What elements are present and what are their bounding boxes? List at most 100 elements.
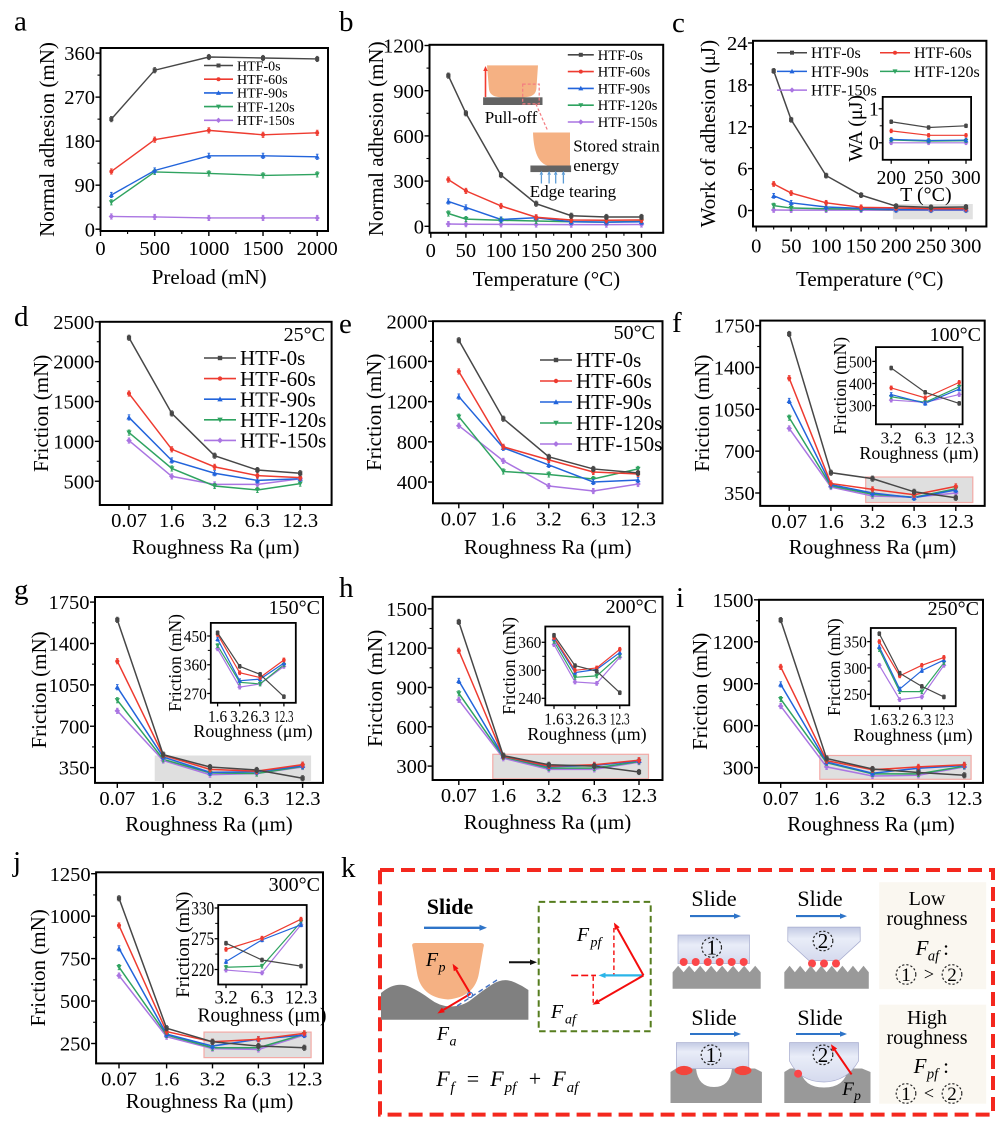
- svg-text:2: 2: [947, 965, 957, 986]
- svg-text:F: F: [425, 949, 439, 971]
- svg-text:300: 300: [723, 758, 754, 780]
- svg-text:900: 900: [393, 81, 424, 103]
- svg-text:roughness: roughness: [886, 1027, 967, 1049]
- svg-text:f: f: [672, 307, 682, 339]
- svg-text:Roughness (μm): Roughness (μm): [853, 725, 972, 746]
- svg-text:350: 350: [59, 758, 90, 780]
- svg-text:Friction (mN): Friction (mN): [26, 909, 50, 1026]
- svg-text:Friction (mN): Friction (mN): [29, 355, 53, 472]
- svg-text:600: 600: [723, 716, 754, 738]
- svg-text:12.3: 12.3: [285, 788, 321, 810]
- svg-text:Roughness (μm): Roughness (μm): [527, 724, 646, 745]
- svg-text:220: 220: [191, 961, 214, 981]
- svg-text:3.2: 3.2: [197, 788, 223, 810]
- svg-text:150: 150: [846, 236, 877, 258]
- svg-text:f: f: [450, 1080, 456, 1096]
- svg-text:g: g: [14, 574, 29, 606]
- svg-text:af: af: [565, 1013, 578, 1028]
- svg-text:270: 270: [64, 87, 95, 109]
- svg-text:6.3: 6.3: [915, 428, 936, 447]
- svg-text:e: e: [339, 308, 352, 340]
- svg-text:HTF-90s: HTF-90s: [240, 387, 316, 411]
- svg-text:HTF-150s: HTF-150s: [576, 432, 662, 456]
- svg-text:af: af: [567, 1080, 581, 1096]
- svg-text:pf: pf: [590, 936, 604, 951]
- svg-text:24: 24: [727, 33, 748, 55]
- svg-text:2000: 2000: [53, 352, 94, 374]
- svg-text:HTF-150s: HTF-150s: [237, 114, 295, 129]
- svg-text:0: 0: [95, 238, 105, 260]
- svg-text:1.6: 1.6: [544, 709, 564, 728]
- svg-text:1: 1: [706, 1043, 717, 1067]
- svg-text:3.2: 3.2: [214, 989, 237, 1009]
- svg-text:0: 0: [737, 201, 747, 223]
- svg-text::: :: [943, 936, 949, 960]
- svg-text:j: j: [12, 846, 21, 878]
- svg-text:12.3: 12.3: [946, 788, 982, 810]
- svg-text:300: 300: [396, 756, 427, 778]
- svg-text:Friction (mN): Friction (mN): [27, 631, 51, 748]
- svg-text:3.2: 3.2: [536, 785, 562, 807]
- svg-text:F: F: [436, 1023, 450, 1045]
- svg-text:0.07: 0.07: [441, 508, 477, 530]
- svg-text:Slide: Slide: [797, 1005, 842, 1030]
- svg-text:12.3: 12.3: [944, 428, 974, 447]
- svg-text:High: High: [907, 1007, 947, 1029]
- svg-text:3.2: 3.2: [202, 510, 228, 532]
- svg-text:HTF-90s: HTF-90s: [598, 81, 651, 97]
- svg-text:HTF-120s: HTF-120s: [914, 64, 980, 81]
- svg-text:1000: 1000: [53, 431, 94, 453]
- svg-text:1.6: 1.6: [159, 510, 185, 532]
- svg-text:2000: 2000: [297, 238, 338, 260]
- svg-text:500: 500: [849, 352, 872, 371]
- svg-text:360: 360: [184, 656, 207, 675]
- svg-text:0.07: 0.07: [99, 788, 135, 810]
- svg-text:Roughness Ra (μm): Roughness Ra (μm): [464, 535, 632, 559]
- svg-text:0.07: 0.07: [111, 510, 147, 532]
- svg-text:6.3: 6.3: [581, 785, 607, 807]
- svg-text:HTF-120s: HTF-120s: [576, 411, 662, 435]
- svg-text:energy: energy: [573, 156, 619, 175]
- svg-text:1750: 1750: [49, 592, 90, 614]
- svg-text:50: 50: [781, 236, 802, 258]
- svg-text:0.07: 0.07: [101, 1068, 137, 1090]
- svg-text:F: F: [913, 1054, 927, 1078]
- svg-text:Stored strain: Stored strain: [573, 137, 660, 156]
- svg-text:6.3: 6.3: [580, 508, 606, 530]
- svg-text:HTF-60s: HTF-60s: [240, 367, 316, 391]
- svg-text:Work of adhesion (μJ): Work of adhesion (μJ): [696, 40, 720, 227]
- svg-text:a: a: [14, 6, 27, 38]
- svg-text:roughness: roughness: [886, 908, 967, 930]
- svg-text:af: af: [928, 949, 941, 965]
- svg-text:Friction (mN): Friction (mN): [824, 618, 844, 716]
- svg-text:Roughness Ra (μm): Roughness Ra (μm): [126, 1089, 294, 1113]
- svg-text:200°C: 200°C: [606, 596, 657, 618]
- svg-text:1400: 1400: [714, 358, 755, 380]
- svg-text:1000: 1000: [50, 906, 91, 928]
- svg-text:1000: 1000: [188, 238, 229, 260]
- svg-text:500: 500: [60, 991, 91, 1013]
- svg-text:250: 250: [844, 685, 867, 704]
- svg-text:HTF-60s: HTF-60s: [914, 45, 972, 62]
- svg-text:180: 180: [64, 131, 95, 153]
- svg-text:18: 18: [727, 75, 748, 97]
- svg-text:6.3: 6.3: [251, 707, 270, 726]
- svg-text:3.2: 3.2: [890, 710, 909, 729]
- svg-text:Temperature (°C): Temperature (°C): [796, 267, 943, 291]
- svg-text:200: 200: [881, 236, 912, 258]
- svg-text:HTF-120s: HTF-120s: [240, 408, 326, 432]
- svg-text:1500: 1500: [53, 392, 94, 414]
- svg-text:<: <: [924, 1083, 934, 1103]
- svg-text:1.6: 1.6: [154, 1068, 180, 1090]
- svg-text:p: p: [853, 1088, 861, 1103]
- svg-text:50°C: 50°C: [614, 322, 655, 344]
- svg-text:0: 0: [426, 240, 436, 262]
- svg-text:F: F: [551, 1066, 566, 1091]
- svg-text:k: k: [341, 852, 356, 884]
- svg-text:1500: 1500: [386, 599, 427, 621]
- svg-text:2: 2: [818, 929, 829, 953]
- svg-text:Pull-off: Pull-off: [485, 108, 538, 127]
- svg-text:HTF-0s: HTF-0s: [237, 59, 281, 74]
- svg-text:HTF-0s: HTF-0s: [811, 45, 861, 62]
- svg-text:600: 600: [393, 126, 424, 148]
